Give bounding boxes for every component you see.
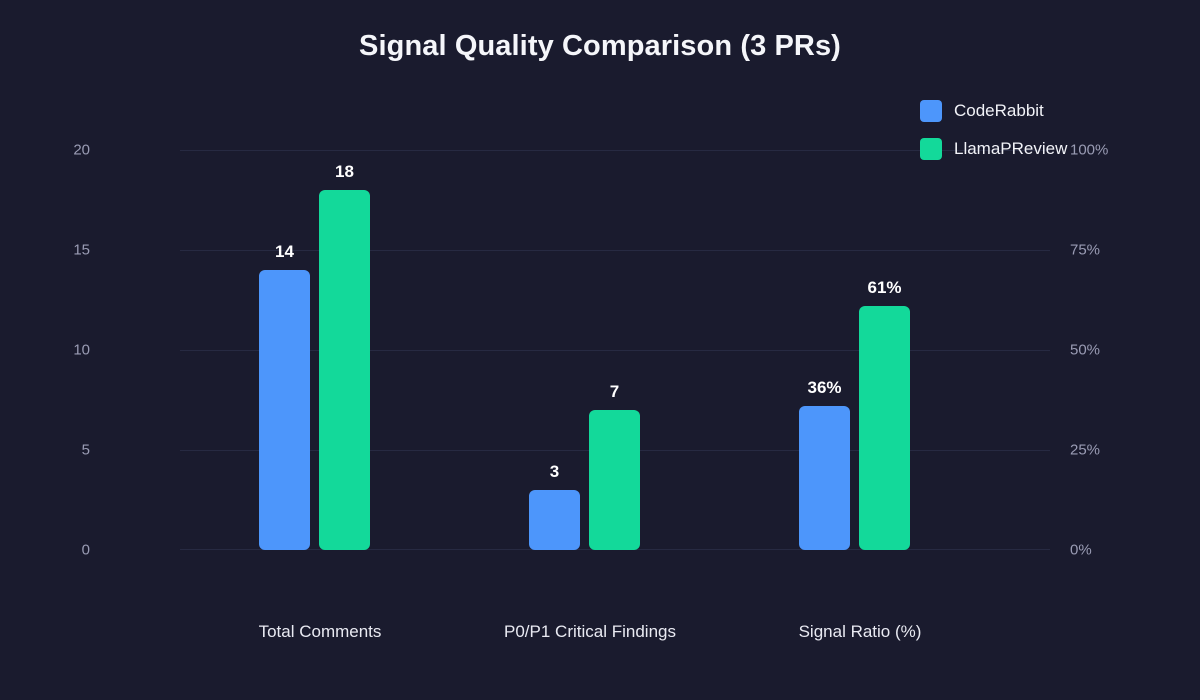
legend-swatch-coderabbit	[920, 100, 942, 122]
y-axis-right-tick: 100%	[1070, 141, 1109, 159]
bar-llamapreview[interactable]: 7	[589, 382, 640, 550]
y-axis-left-tick: 20	[73, 141, 90, 159]
y-axis-right-tick: 50%	[1070, 341, 1101, 359]
legend-swatch-llamapreview	[920, 138, 942, 160]
plot-area: 14 18 3 7 36% 61%	[180, 150, 1050, 550]
y-axis-left-tick: 0	[81, 541, 90, 559]
x-axis-category-label: P0/P1 Critical Findings	[504, 622, 676, 641]
bar-coderabbit[interactable]: 36%	[799, 378, 850, 550]
bar-llamapreview[interactable]: 61%	[859, 278, 910, 550]
bar-value-label: 18	[335, 162, 354, 181]
legend-label-llamapreview: LlamaPReview	[954, 139, 1068, 158]
chart-legend: CodeRabbit LlamaPReview	[920, 100, 1067, 160]
bar-group: 14 18	[259, 150, 370, 550]
bar-coderabbit[interactable]: 14	[259, 242, 310, 550]
gridline	[180, 350, 1050, 351]
legend-item-coderabbit[interactable]: CodeRabbit	[920, 100, 1067, 122]
y-axis-right-tick: 75%	[1070, 241, 1101, 259]
bar-value-label: 3	[549, 462, 560, 481]
bar-coderabbit[interactable]: 3	[529, 462, 580, 550]
bar-value-label: 14	[275, 242, 294, 261]
y-axis-left-tick: 5	[81, 441, 90, 459]
bar-group: 36% 61%	[799, 150, 910, 550]
y-axis-right-tick: 0%	[1070, 541, 1092, 559]
x-axis-category-label: Total Comments	[258, 622, 382, 641]
legend-item-llamapreview[interactable]: LlamaPReview	[920, 138, 1067, 160]
bar-value-label: 61%	[867, 278, 902, 297]
legend-label-coderabbit: CodeRabbit	[954, 101, 1044, 120]
y-axis-right-tick: 25%	[1070, 441, 1101, 459]
gridline	[180, 250, 1050, 251]
bar-llamapreview[interactable]: 18	[319, 162, 370, 550]
y-axis-left-tick: 15	[73, 241, 90, 259]
x-axis-category-label: Signal Ratio (%)	[798, 622, 922, 641]
y-axis-left-tick: 10	[73, 341, 90, 359]
bar-value-label: 7	[609, 382, 620, 401]
bar-group: 3 7	[529, 150, 640, 550]
gridline	[180, 150, 1050, 151]
chart-title: Signal Quality Comparison (3 PRs)	[359, 30, 841, 62]
bar-value-label: 36%	[807, 378, 842, 397]
